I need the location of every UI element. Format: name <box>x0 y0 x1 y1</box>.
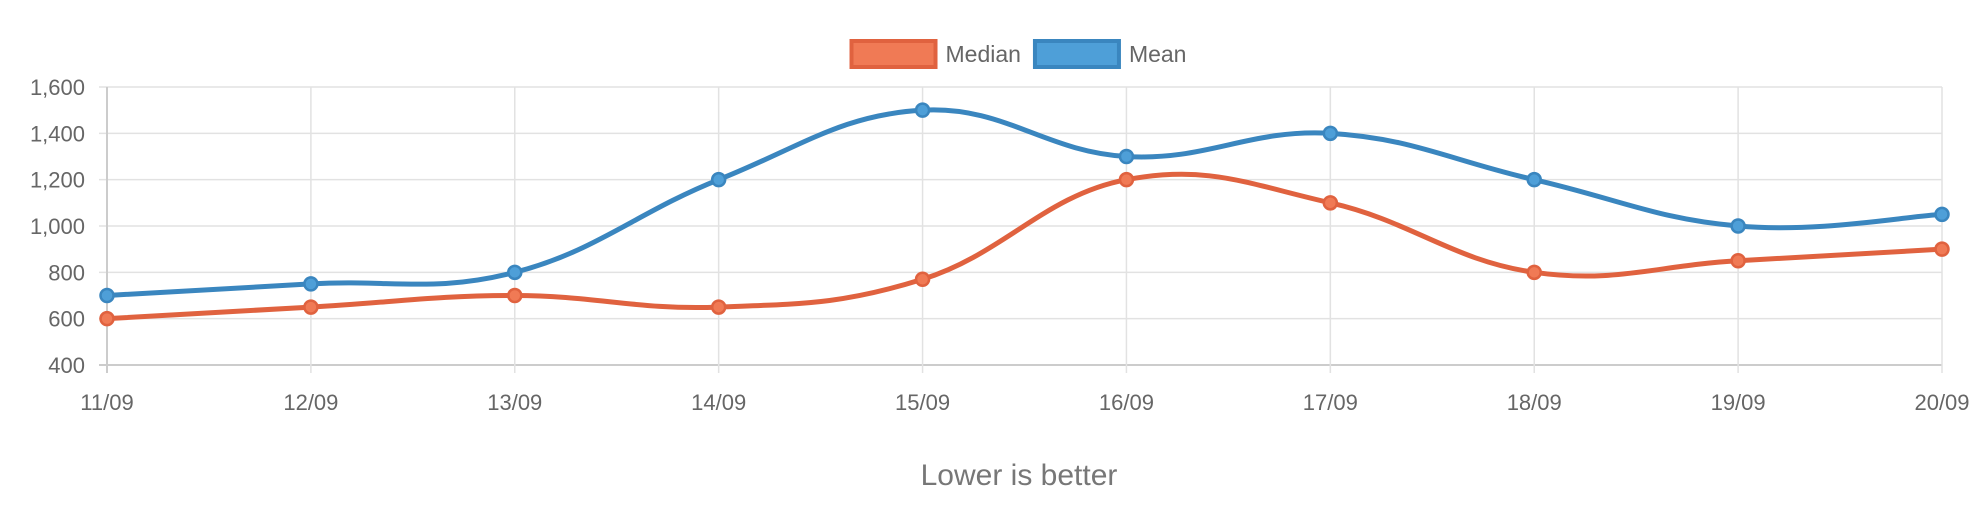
data-point-median[interactable] <box>1322 195 1339 211</box>
data-point-median[interactable] <box>1526 264 1542 281</box>
y-tick-label: 600 <box>48 307 85 332</box>
footer-label: Lower is better <box>921 459 1118 492</box>
x-tick-label: 18/09 <box>1507 390 1562 415</box>
x-tick-label: 12/09 <box>283 390 338 415</box>
data-point-median[interactable] <box>1730 253 1746 269</box>
legend-swatch-mean[interactable] <box>1032 39 1121 69</box>
x-tick-label: 20/09 <box>1914 390 1969 415</box>
series-line-median <box>104 171 1945 322</box>
x-tick-label: 16/09 <box>1099 390 1154 415</box>
axes: 400 600 800 1,000 1,200 1,400 1,600 11/09 12/09 1… <box>30 75 1970 415</box>
grid <box>99 86 1943 373</box>
data-point-median[interactable] <box>1118 171 1135 188</box>
data-point-mean[interactable] <box>1934 206 1950 223</box>
data-point-median[interactable] <box>507 287 523 304</box>
y-tick-label: 1,200 <box>30 168 85 193</box>
y-tick-label: 1,000 <box>30 214 85 239</box>
data-point-median[interactable] <box>99 310 115 327</box>
legend-swatch-median[interactable] <box>849 39 938 69</box>
y-tick-label: 1,600 <box>30 75 85 100</box>
y-tick-label: 400 <box>48 353 85 378</box>
y-tick-label: 1,400 <box>30 121 85 146</box>
x-tick-label: 15/09 <box>895 390 950 415</box>
series-lines <box>104 107 1945 322</box>
data-point-median[interactable] <box>710 299 727 315</box>
data-point-mean[interactable] <box>1118 148 1135 165</box>
data-point-mean[interactable] <box>303 276 319 292</box>
data-point-mean[interactable] <box>710 171 727 188</box>
legend: Median Mean <box>849 39 1187 69</box>
data-point-mean[interactable] <box>1322 125 1339 142</box>
data-point-mean[interactable] <box>914 102 931 118</box>
data-point-mean[interactable] <box>507 264 523 281</box>
data-point-median[interactable] <box>914 271 931 288</box>
legend-label-median[interactable]: Median <box>946 41 1021 67</box>
data-point-median[interactable] <box>1934 241 1950 257</box>
series-line-mean <box>104 107 1945 298</box>
data-point-median[interactable] <box>303 299 319 315</box>
data-points <box>99 102 1950 327</box>
legend-label-mean[interactable]: Mean <box>1129 41 1187 67</box>
data-point-mean[interactable] <box>99 287 115 304</box>
y-tick-label: 800 <box>48 260 85 285</box>
x-tick-label: 19/09 <box>1711 390 1766 415</box>
x-tick-label: 17/09 <box>1303 390 1358 415</box>
data-point-mean[interactable] <box>1526 171 1542 188</box>
x-tick-label: 14/09 <box>691 390 746 415</box>
x-tick-label: 11/09 <box>80 390 133 415</box>
data-point-mean[interactable] <box>1730 218 1746 234</box>
x-tick-label: 13/09 <box>487 390 542 415</box>
